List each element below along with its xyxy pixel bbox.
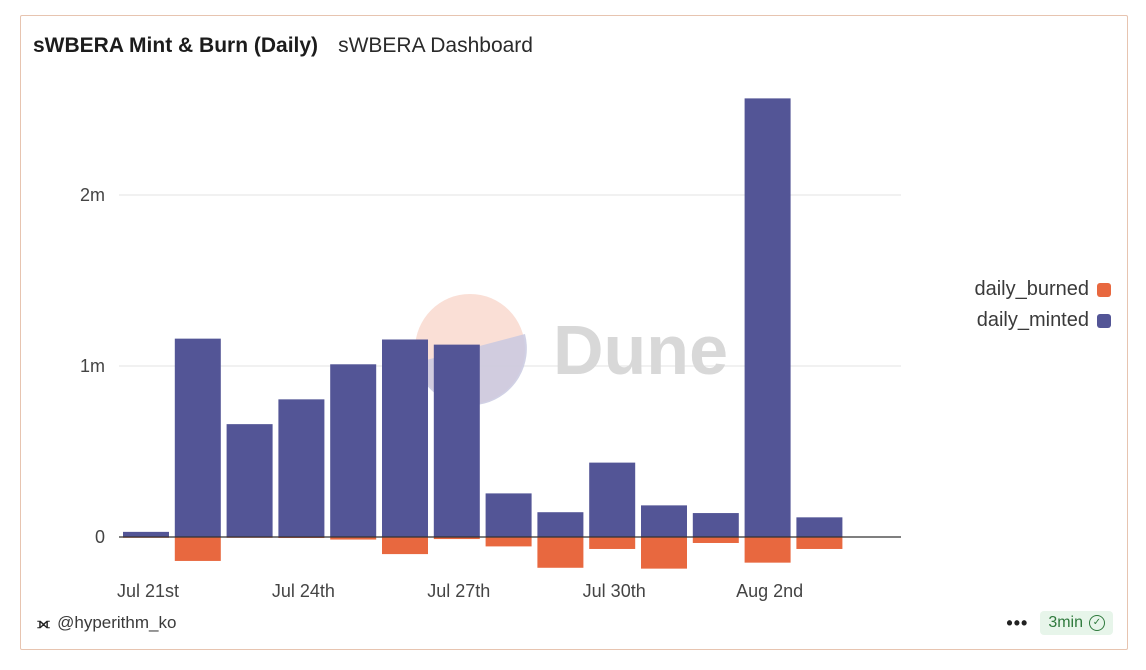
- watermark-text: Dune: [553, 311, 728, 389]
- y-tick-label: 1m: [80, 356, 105, 376]
- bar-daily-burned[interactable]: [537, 537, 584, 568]
- bar-daily-burned[interactable]: [744, 537, 791, 563]
- legend-item-daily-burned[interactable]: daily_burned: [974, 274, 1111, 305]
- chart-header: sWBERA Mint & Burn (Daily) sWBERA Dashbo…: [33, 34, 533, 58]
- y-tick-label: 2m: [80, 185, 105, 205]
- more-options-button[interactable]: •••: [1006, 612, 1029, 633]
- bar-daily-burned[interactable]: [589, 537, 636, 549]
- chart-legend: daily_burned daily_minted: [974, 274, 1111, 336]
- author-handle: @hyperithm_ko: [57, 613, 177, 632]
- legend-item-daily-minted[interactable]: daily_minted: [974, 305, 1111, 336]
- x-tick-label: Aug 2nd: [736, 581, 803, 601]
- author-credit[interactable]: ⟗ @hyperithm_ko: [37, 613, 176, 633]
- bar-daily-burned[interactable]: [796, 537, 843, 549]
- x-tick-label: Jul 21st: [117, 581, 179, 601]
- refresh-status-badge[interactable]: 3min ✓: [1040, 611, 1113, 635]
- hyperithm-logo-icon: ⟗: [37, 614, 50, 632]
- bar-daily-minted[interactable]: [641, 505, 687, 537]
- x-tick-label: Jul 24th: [272, 581, 335, 601]
- legend-swatch-daily-minted: [1097, 313, 1111, 328]
- bar-daily-burned[interactable]: [382, 537, 428, 555]
- bar-daily-minted[interactable]: [433, 344, 480, 537]
- bar-daily-minted[interactable]: [123, 531, 169, 537]
- chart-title[interactable]: sWBERA Mint & Burn (Daily): [33, 34, 319, 57]
- x-tick-label: Jul 27th: [427, 581, 490, 601]
- x-tick-label: Jul 30th: [583, 581, 646, 601]
- bar-daily-minted[interactable]: [330, 364, 377, 537]
- dashboard-name[interactable]: sWBERA Dashboard: [338, 34, 533, 57]
- legend-label-daily-minted: daily_minted: [976, 309, 1089, 331]
- bar-daily-burned[interactable]: [485, 537, 532, 547]
- chart-card: sWBERA Mint & Burn (Daily) sWBERA Dashbo…: [20, 15, 1128, 650]
- bar-daily-minted[interactable]: [382, 339, 428, 537]
- bar-daily-burned[interactable]: [330, 537, 377, 540]
- bar-daily-burned[interactable]: [174, 537, 221, 561]
- bar-daily-burned[interactable]: [641, 537, 687, 569]
- legend-label-daily-burned: daily_burned: [974, 278, 1089, 300]
- bar-daily-minted[interactable]: [278, 399, 325, 537]
- bar-daily-minted[interactable]: [537, 512, 584, 537]
- refresh-interval: 3min: [1048, 614, 1083, 631]
- legend-swatch-daily-burned: [1097, 282, 1111, 297]
- bar-daily-burned[interactable]: [433, 537, 480, 540]
- bar-daily-minted[interactable]: [796, 517, 843, 537]
- bar-daily-minted[interactable]: [485, 493, 532, 537]
- bar-chart: Dune 0 1m 2m Jul 21st Jul 24th Jul 27th Jul 3…: [80, 98, 901, 601]
- bar-daily-minted[interactable]: [744, 98, 791, 537]
- footer-actions: ••• 3min ✓: [1006, 611, 1113, 635]
- y-tick-label: 0: [95, 527, 105, 547]
- check-circle-icon: ✓: [1089, 615, 1105, 631]
- bar-daily-minted[interactable]: [589, 462, 636, 537]
- bar-daily-minted[interactable]: [692, 513, 739, 537]
- bar-daily-burned[interactable]: [692, 537, 739, 543]
- bar-daily-minted[interactable]: [226, 424, 273, 537]
- bar-daily-minted[interactable]: [174, 338, 221, 537]
